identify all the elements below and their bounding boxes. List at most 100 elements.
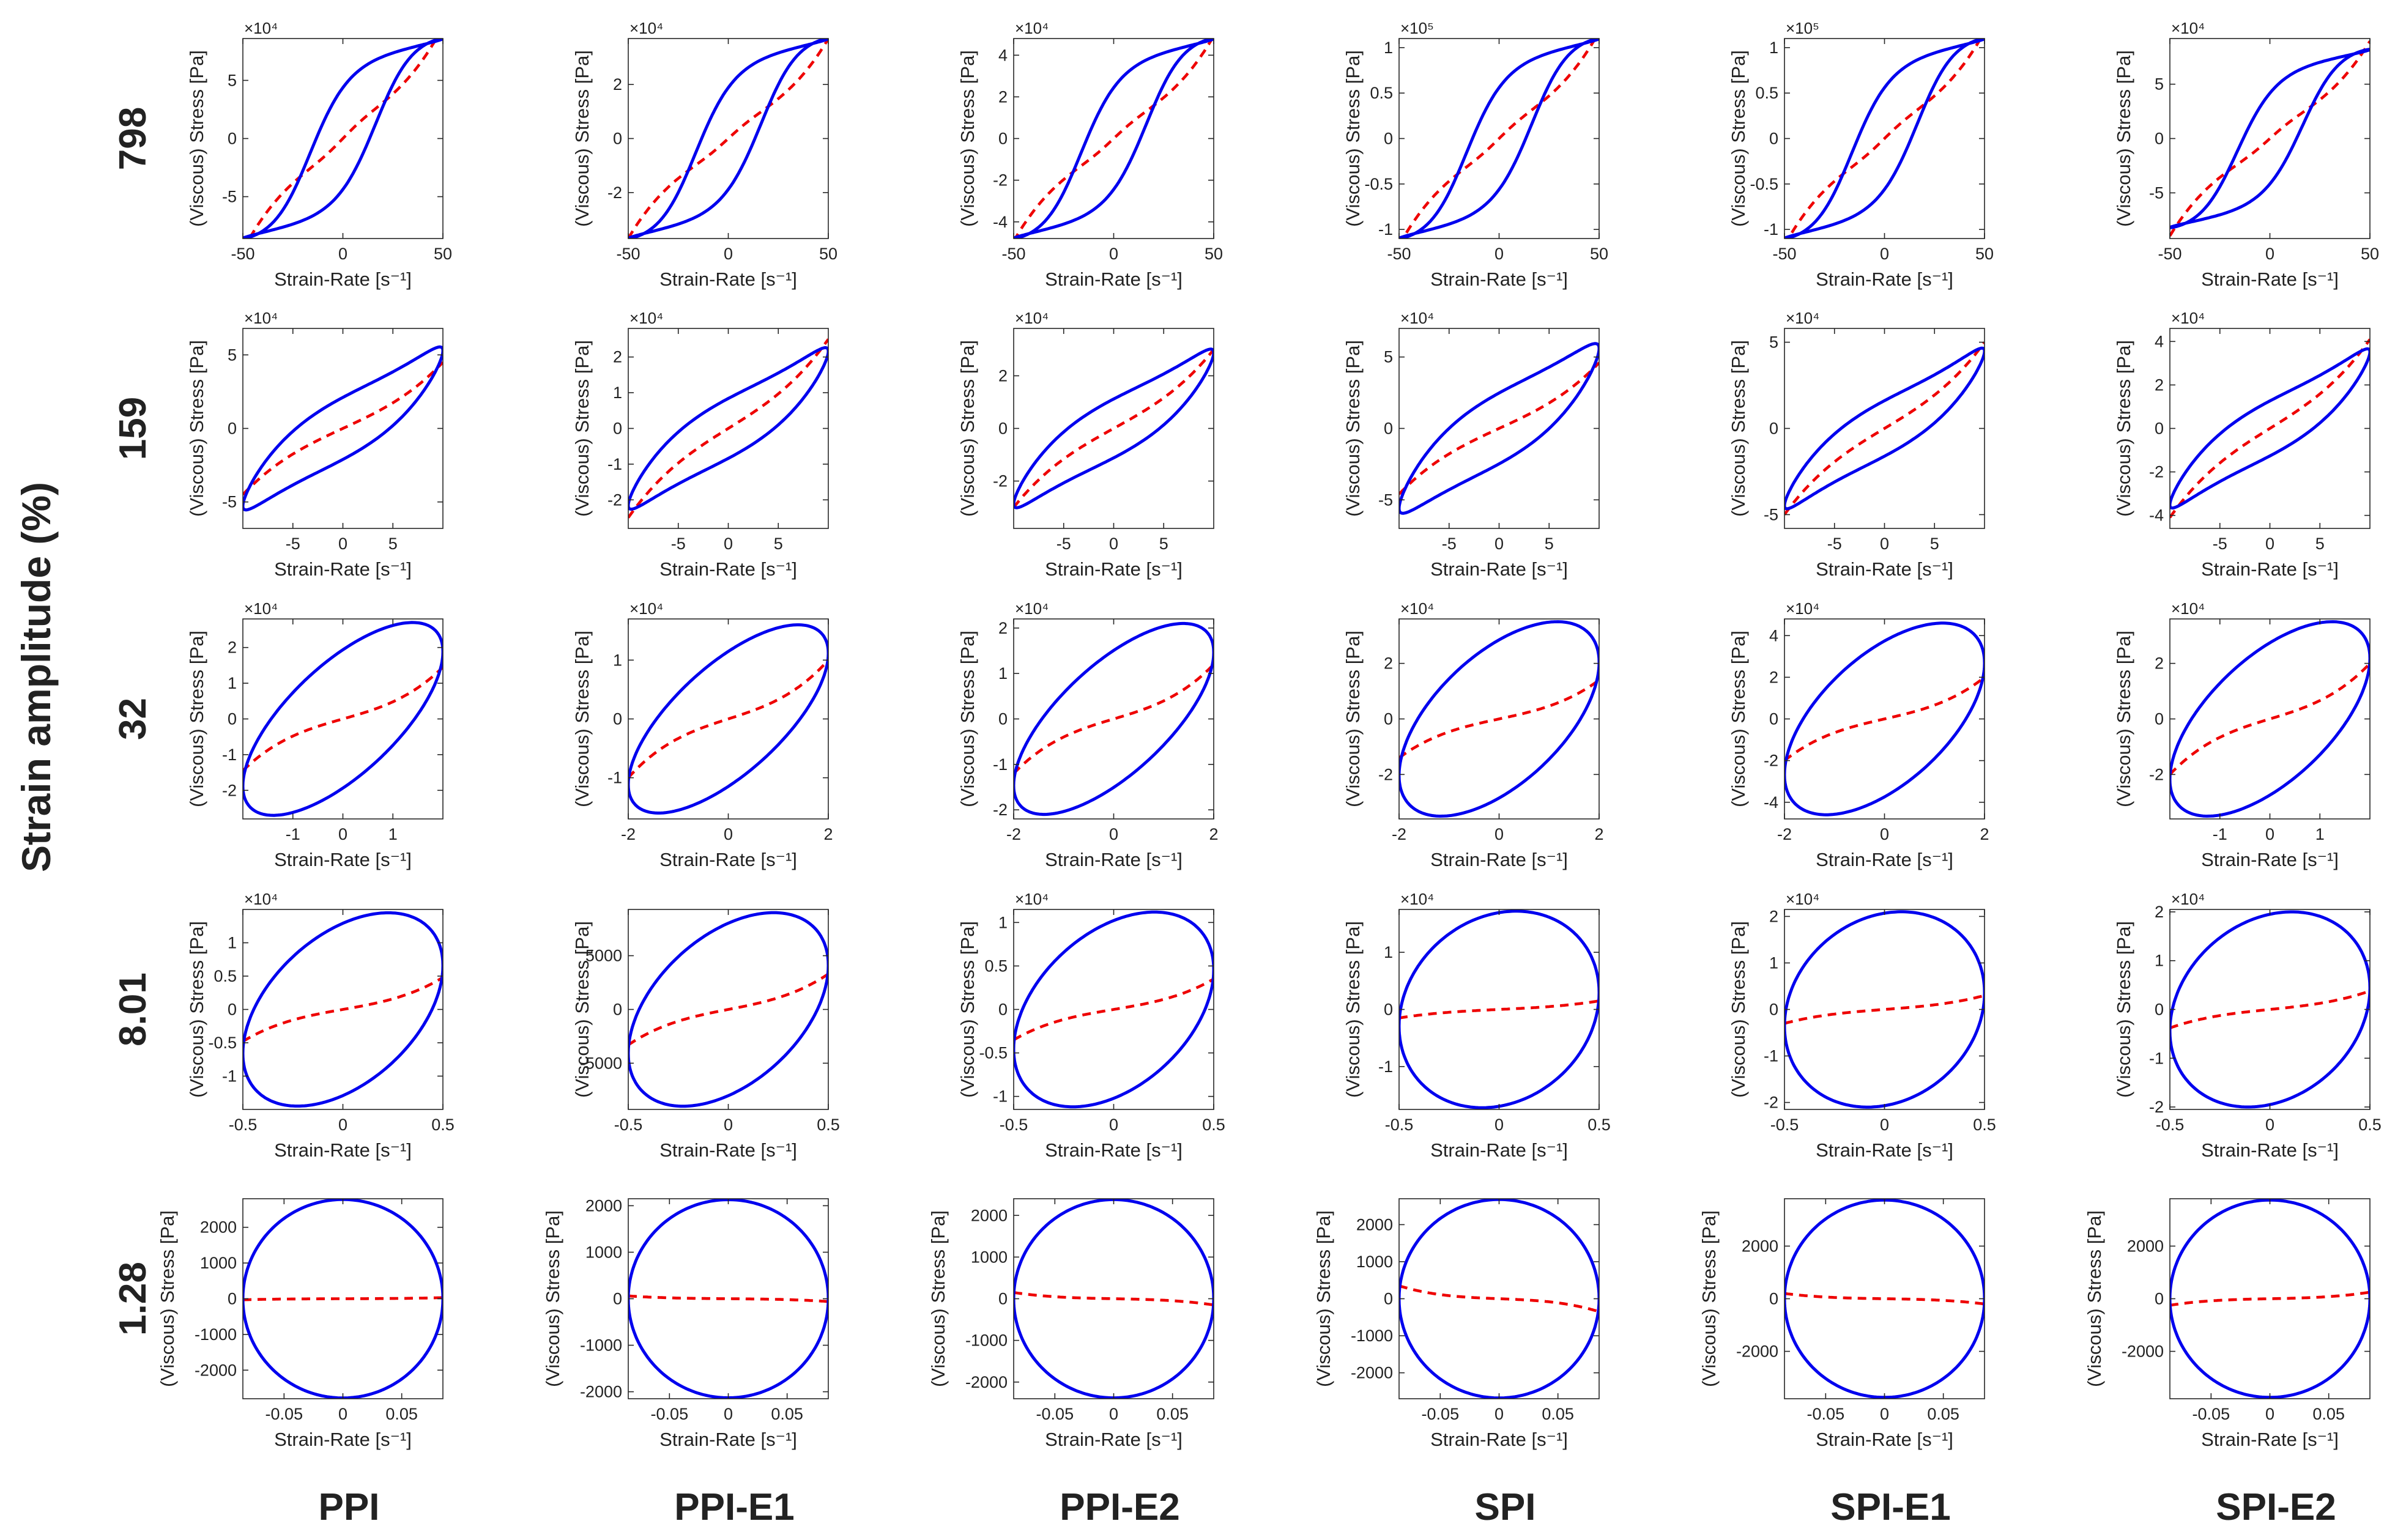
y-tick-label: 1000 (200, 1254, 237, 1272)
y-tick-label: -1 (1378, 220, 1393, 239)
x-tick-label: 0 (338, 1405, 347, 1423)
y-tick-label: 5 (228, 346, 237, 364)
subplot-spi-e2-159: -5 0 5 -4 -2 0 2 4 ×10⁴ Strain-Rate [s⁻¹] (Viscous… (2113, 309, 2371, 580)
y-axis-label: (Viscous) Stress [Pa] (957, 50, 978, 227)
y-tick-label: -2000 (2122, 1342, 2164, 1361)
x-axis-label: Strain-Rate [s⁻¹] (1816, 558, 1953, 580)
x-tick-label: 0.05 (1156, 1405, 1189, 1423)
subplot-spi-e1-1-28: -0.05 0 0.05 -2000 0 2000 Strain-Rate [s⁻¹] (Vi… (1698, 1198, 1985, 1450)
y-tick-label: 0 (1769, 1001, 1778, 1019)
y-tick-label: 0 (998, 1290, 1008, 1308)
plot-curves (2170, 620, 2370, 818)
y-tick-label: -1 (993, 755, 1008, 774)
subplot-spi-e2-8-01: -0.5 0 0.5 -2 -1 0 1 2 ×10⁴ Strain-Rate [s⁻¹] (Vis… (2113, 890, 2382, 1161)
x-tick-label: 0 (724, 245, 733, 263)
x-tick-label: 5 (774, 535, 783, 553)
row-label-1-28: 1.28 (112, 1262, 154, 1336)
x-tick-label: -0.5 (614, 1116, 643, 1134)
stress-loop-line (1399, 1199, 1599, 1399)
x-axis-label: Strain-Rate [s⁻¹] (1045, 849, 1183, 870)
y-tick-label: 1 (1384, 39, 1393, 57)
y-tick-label: -2 (1764, 752, 1778, 770)
x-tick-label: 0 (724, 1116, 733, 1134)
x-tick-label: 0 (2265, 245, 2274, 263)
subplot-ppi-e2-32: -2 0 2 -2 -1 0 1 2 ×10⁴ Strain-Rate [s⁻¹] (Viscous… (957, 599, 1219, 870)
y-tick-label: 1 (998, 664, 1008, 683)
y-axis-label: (Viscous) Stress [Pa] (1342, 50, 1364, 227)
y-tick-label: -1 (222, 746, 237, 764)
x-tick-label: 0 (1109, 1116, 1118, 1134)
y-axis-label: (Viscous) Stress [Pa] (1728, 631, 1749, 807)
y-exponent-label: ×10⁴ (629, 19, 663, 37)
y-tick-label: 1 (228, 934, 237, 952)
column-labels: PPI PPI-E1 PPI-E2 SPI SPI-E1 SPI-E2 (319, 1486, 2336, 1528)
subplot-spi-798: -50 0 50 -1 -0.5 0 0.5 1 ×10⁵ Strain-Rate [s⁻¹] (V… (1342, 19, 1608, 290)
axes-box (1784, 909, 1985, 1110)
stress-loop-line (1399, 39, 1599, 239)
y-tick-label: 2000 (1356, 1215, 1393, 1234)
y-tick-label: -5000 (580, 1054, 622, 1072)
viscous-stress-line (1399, 1284, 1599, 1313)
x-tick-label: 0 (2265, 1405, 2274, 1423)
x-tick-label: 50 (1975, 245, 1994, 263)
subplot-spi-e2-1-28: -0.05 0 0.05 -2000 0 2000 Strain-Rate [s⁻¹] (Vi… (2084, 1198, 2371, 1450)
column-label-ppi-e1: PPI-E1 (674, 1486, 794, 1528)
x-axis-label: Strain-Rate [s⁻¹] (274, 268, 412, 290)
x-tick-label: -0.5 (2156, 1116, 2185, 1134)
plot-curves (1399, 1199, 1599, 1399)
y-tick-label: 2000 (971, 1206, 1008, 1224)
x-tick-label: 2 (1594, 825, 1603, 843)
x-tick-label: 0 (1109, 825, 1118, 843)
x-tick-label: -50 (1387, 245, 1411, 263)
y-exponent-label: ×10⁴ (244, 19, 278, 37)
y-tick-label: 0 (1384, 1290, 1393, 1308)
x-tick-label: 0 (1495, 825, 1504, 843)
x-axis-label: Strain-Rate [s⁻¹] (659, 268, 797, 290)
y-tick-label: 2000 (2127, 1237, 2164, 1255)
viscous-stress-line (248, 39, 438, 239)
x-tick-label: 0.05 (2312, 1405, 2345, 1423)
column-label-spi-e2: SPI-E2 (2216, 1486, 2336, 1528)
x-tick-label: 2 (1980, 825, 1989, 843)
x-tick-label: -50 (231, 245, 254, 263)
y-tick-label: -0.5 (979, 1044, 1008, 1062)
stress-loop-line (2170, 910, 2370, 1109)
x-tick-label: 0.5 (817, 1116, 840, 1134)
column-label-ppi: PPI (319, 1486, 380, 1528)
stress-loop-line (243, 911, 443, 1108)
x-tick-label: 1 (2315, 825, 2325, 843)
x-tick-label: 0.5 (1587, 1116, 1611, 1134)
x-tick-label: 0 (338, 825, 347, 843)
y-tick-label: 5 (1384, 348, 1393, 366)
viscous-stress-line (1014, 977, 1214, 1042)
y-axis-label: (Viscous) Stress [Pa] (1698, 1210, 1720, 1387)
x-tick-label: 0 (1880, 1405, 1889, 1423)
x-axis-label: Strain-Rate [s⁻¹] (1045, 1139, 1183, 1161)
y-tick-label: -2000 (1736, 1342, 1778, 1361)
x-tick-label: -5 (671, 535, 686, 553)
subplot-ppi-e1-8-01: -0.5 0 0.5 -5000 0 5000 Strain-Rate [s⁻¹] (Visc… (571, 909, 840, 1161)
y-tick-label: 2 (998, 87, 1008, 106)
x-tick-label: 0 (1495, 245, 1504, 263)
y-tick-label: 2000 (585, 1196, 622, 1215)
y-tick-label: -1 (607, 769, 622, 787)
y-tick-label: 0 (613, 1001, 622, 1019)
subplot-ppi-8-01: -0.5 0 0.5 -1 -0.5 0 0.5 1 ×10⁴ Strain-Rate [s⁻¹]… (186, 890, 455, 1161)
row-label-798: 798 (112, 107, 154, 170)
y-tick-label: -5 (1764, 505, 1778, 524)
x-tick-label: -5 (1827, 535, 1842, 553)
y-tick-label: 1000 (1356, 1253, 1393, 1271)
y-tick-label: -0.5 (208, 1034, 237, 1052)
x-tick-label: 2 (1209, 825, 1218, 843)
y-tick-label: -1 (222, 1067, 237, 1086)
plot-curves (243, 911, 443, 1108)
row-label-8-01: 8.01 (112, 972, 154, 1046)
axes-box (2169, 38, 2371, 239)
y-exponent-label: ×10⁴ (1400, 890, 1434, 908)
x-tick-label: 0.05 (385, 1405, 418, 1423)
column-label-ppi-e2: PPI-E2 (1060, 1486, 1179, 1528)
subplot-ppi-159: -5 0 5 -5 0 5 ×10⁴ Strain-Rate [s⁻¹] (Viscous) S… (186, 309, 444, 580)
x-tick-label: 0 (2265, 1116, 2274, 1134)
x-tick-label: 0 (2265, 825, 2274, 843)
x-tick-label: 0.05 (771, 1405, 803, 1423)
